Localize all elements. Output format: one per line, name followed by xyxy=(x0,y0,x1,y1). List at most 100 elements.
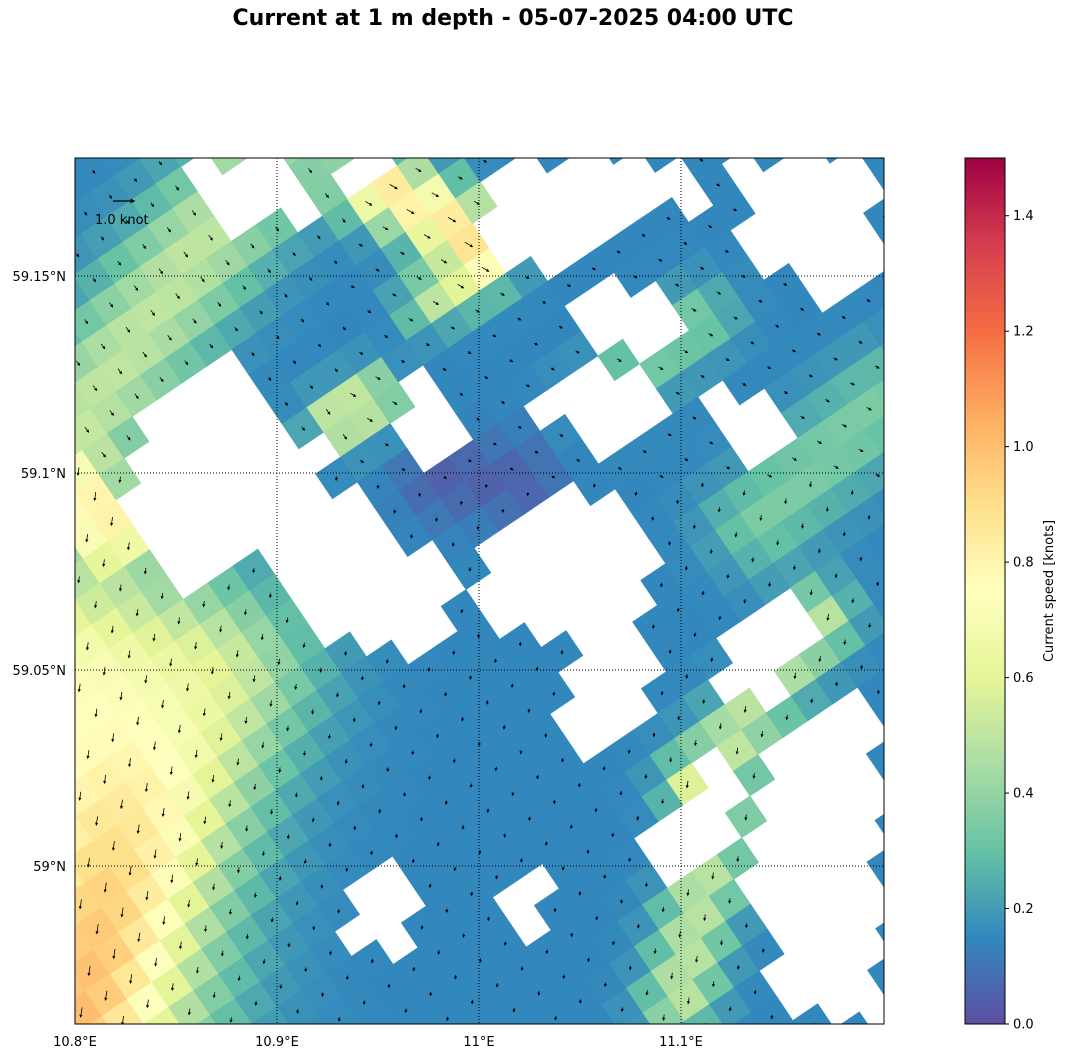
current-arrow xyxy=(60,336,62,339)
current-arrow xyxy=(897,1039,898,1042)
speed-cell xyxy=(391,158,409,167)
speed-cell xyxy=(283,158,302,167)
current-arrow xyxy=(324,193,329,199)
speed-cell xyxy=(897,246,939,288)
current-arrow xyxy=(94,708,98,718)
current-arrow xyxy=(716,183,721,187)
current-arrow xyxy=(410,534,414,539)
current-arrow xyxy=(60,229,62,232)
current-arrow xyxy=(244,716,248,725)
current-arrow xyxy=(742,382,747,386)
current-arrow xyxy=(699,158,704,162)
current-arrow xyxy=(295,900,299,906)
colorbar-tick-label: 0.4 xyxy=(1013,787,1034,802)
current-arrow xyxy=(875,473,881,477)
current-arrow xyxy=(728,897,732,904)
speed-cell xyxy=(622,106,664,148)
current-arrow xyxy=(270,917,274,923)
quiver-key-label: 1.0 knot xyxy=(95,213,149,228)
current-arrow xyxy=(684,457,689,462)
current-arrow xyxy=(509,467,514,471)
current-arrow xyxy=(866,298,871,302)
current-arrow xyxy=(750,341,755,345)
current-arrow xyxy=(325,408,331,415)
current-arrow xyxy=(701,590,705,596)
current-arrow xyxy=(369,742,373,748)
current-arrow xyxy=(47,958,48,966)
speed-cell xyxy=(405,107,447,149)
current-arrow xyxy=(111,733,115,743)
current-arrow xyxy=(594,807,598,813)
current-arrow xyxy=(353,825,357,831)
current-arrow xyxy=(733,316,738,320)
current-arrow xyxy=(259,310,263,315)
current-arrow xyxy=(253,892,258,898)
current-arrow xyxy=(444,692,448,697)
current-arrow xyxy=(109,410,114,416)
current-arrow xyxy=(447,217,457,223)
current-arrow xyxy=(692,524,697,530)
quiver-key: 1.0 knot xyxy=(95,198,149,228)
current-arrow xyxy=(534,450,539,454)
current-arrow xyxy=(835,681,839,687)
speed-cell xyxy=(753,158,785,173)
current-arrow xyxy=(150,310,156,316)
current-arrow xyxy=(292,251,296,257)
current-arrow xyxy=(460,716,465,722)
speed-cell xyxy=(32,359,74,401)
current-arrow xyxy=(225,259,230,266)
current-arrow xyxy=(184,144,186,147)
speed-cell xyxy=(81,109,123,151)
current-arrow xyxy=(642,449,647,453)
current-arrow xyxy=(317,235,321,240)
current-arrow xyxy=(219,625,223,633)
speed-cell xyxy=(871,162,884,191)
current-arrow xyxy=(366,417,374,422)
current-arrow xyxy=(469,783,473,789)
current-arrow xyxy=(575,135,578,137)
current-arrow xyxy=(476,525,480,531)
current-arrow xyxy=(385,659,389,664)
current-arrow xyxy=(628,857,632,863)
speed-cell xyxy=(792,1003,832,1024)
current-arrow xyxy=(743,705,747,713)
current-vectors xyxy=(47,126,903,1045)
current-arrow xyxy=(527,708,531,713)
current-arrow xyxy=(576,458,581,462)
current-arrow xyxy=(284,293,288,298)
speed-cell xyxy=(297,108,339,150)
speed-cell xyxy=(447,115,489,157)
current-arrow xyxy=(900,241,903,243)
current-arrow xyxy=(286,834,291,840)
current-arrow xyxy=(784,498,788,505)
current-arrow xyxy=(356,1042,357,1045)
current-arrow xyxy=(415,167,422,172)
current-arrow xyxy=(841,315,846,319)
current-arrow xyxy=(578,999,583,1004)
current-arrow xyxy=(78,791,82,801)
current-arrow xyxy=(92,169,96,174)
current-arrow xyxy=(709,441,714,445)
current-arrow xyxy=(117,153,119,156)
lat-tick-59.05: 59.05°N xyxy=(13,664,66,679)
current-arrow xyxy=(457,283,465,289)
speed-cell xyxy=(75,921,78,927)
current-arrow xyxy=(736,964,741,970)
current-arrow xyxy=(118,584,123,592)
speed-cell xyxy=(898,354,940,396)
current-arrow xyxy=(55,809,56,816)
current-arrow xyxy=(118,476,122,484)
current-arrow xyxy=(136,824,140,834)
speed-cell xyxy=(838,105,880,147)
current-arrow xyxy=(225,152,228,156)
current-arrow xyxy=(661,798,665,805)
current-arrow xyxy=(627,749,631,755)
current-arrow xyxy=(603,982,608,988)
current-arrow xyxy=(633,275,638,279)
current-arrow xyxy=(445,908,449,914)
current-arrow xyxy=(749,126,752,128)
current-arrow xyxy=(859,556,863,562)
current-arrow xyxy=(551,475,556,479)
current-arrow xyxy=(292,360,297,365)
